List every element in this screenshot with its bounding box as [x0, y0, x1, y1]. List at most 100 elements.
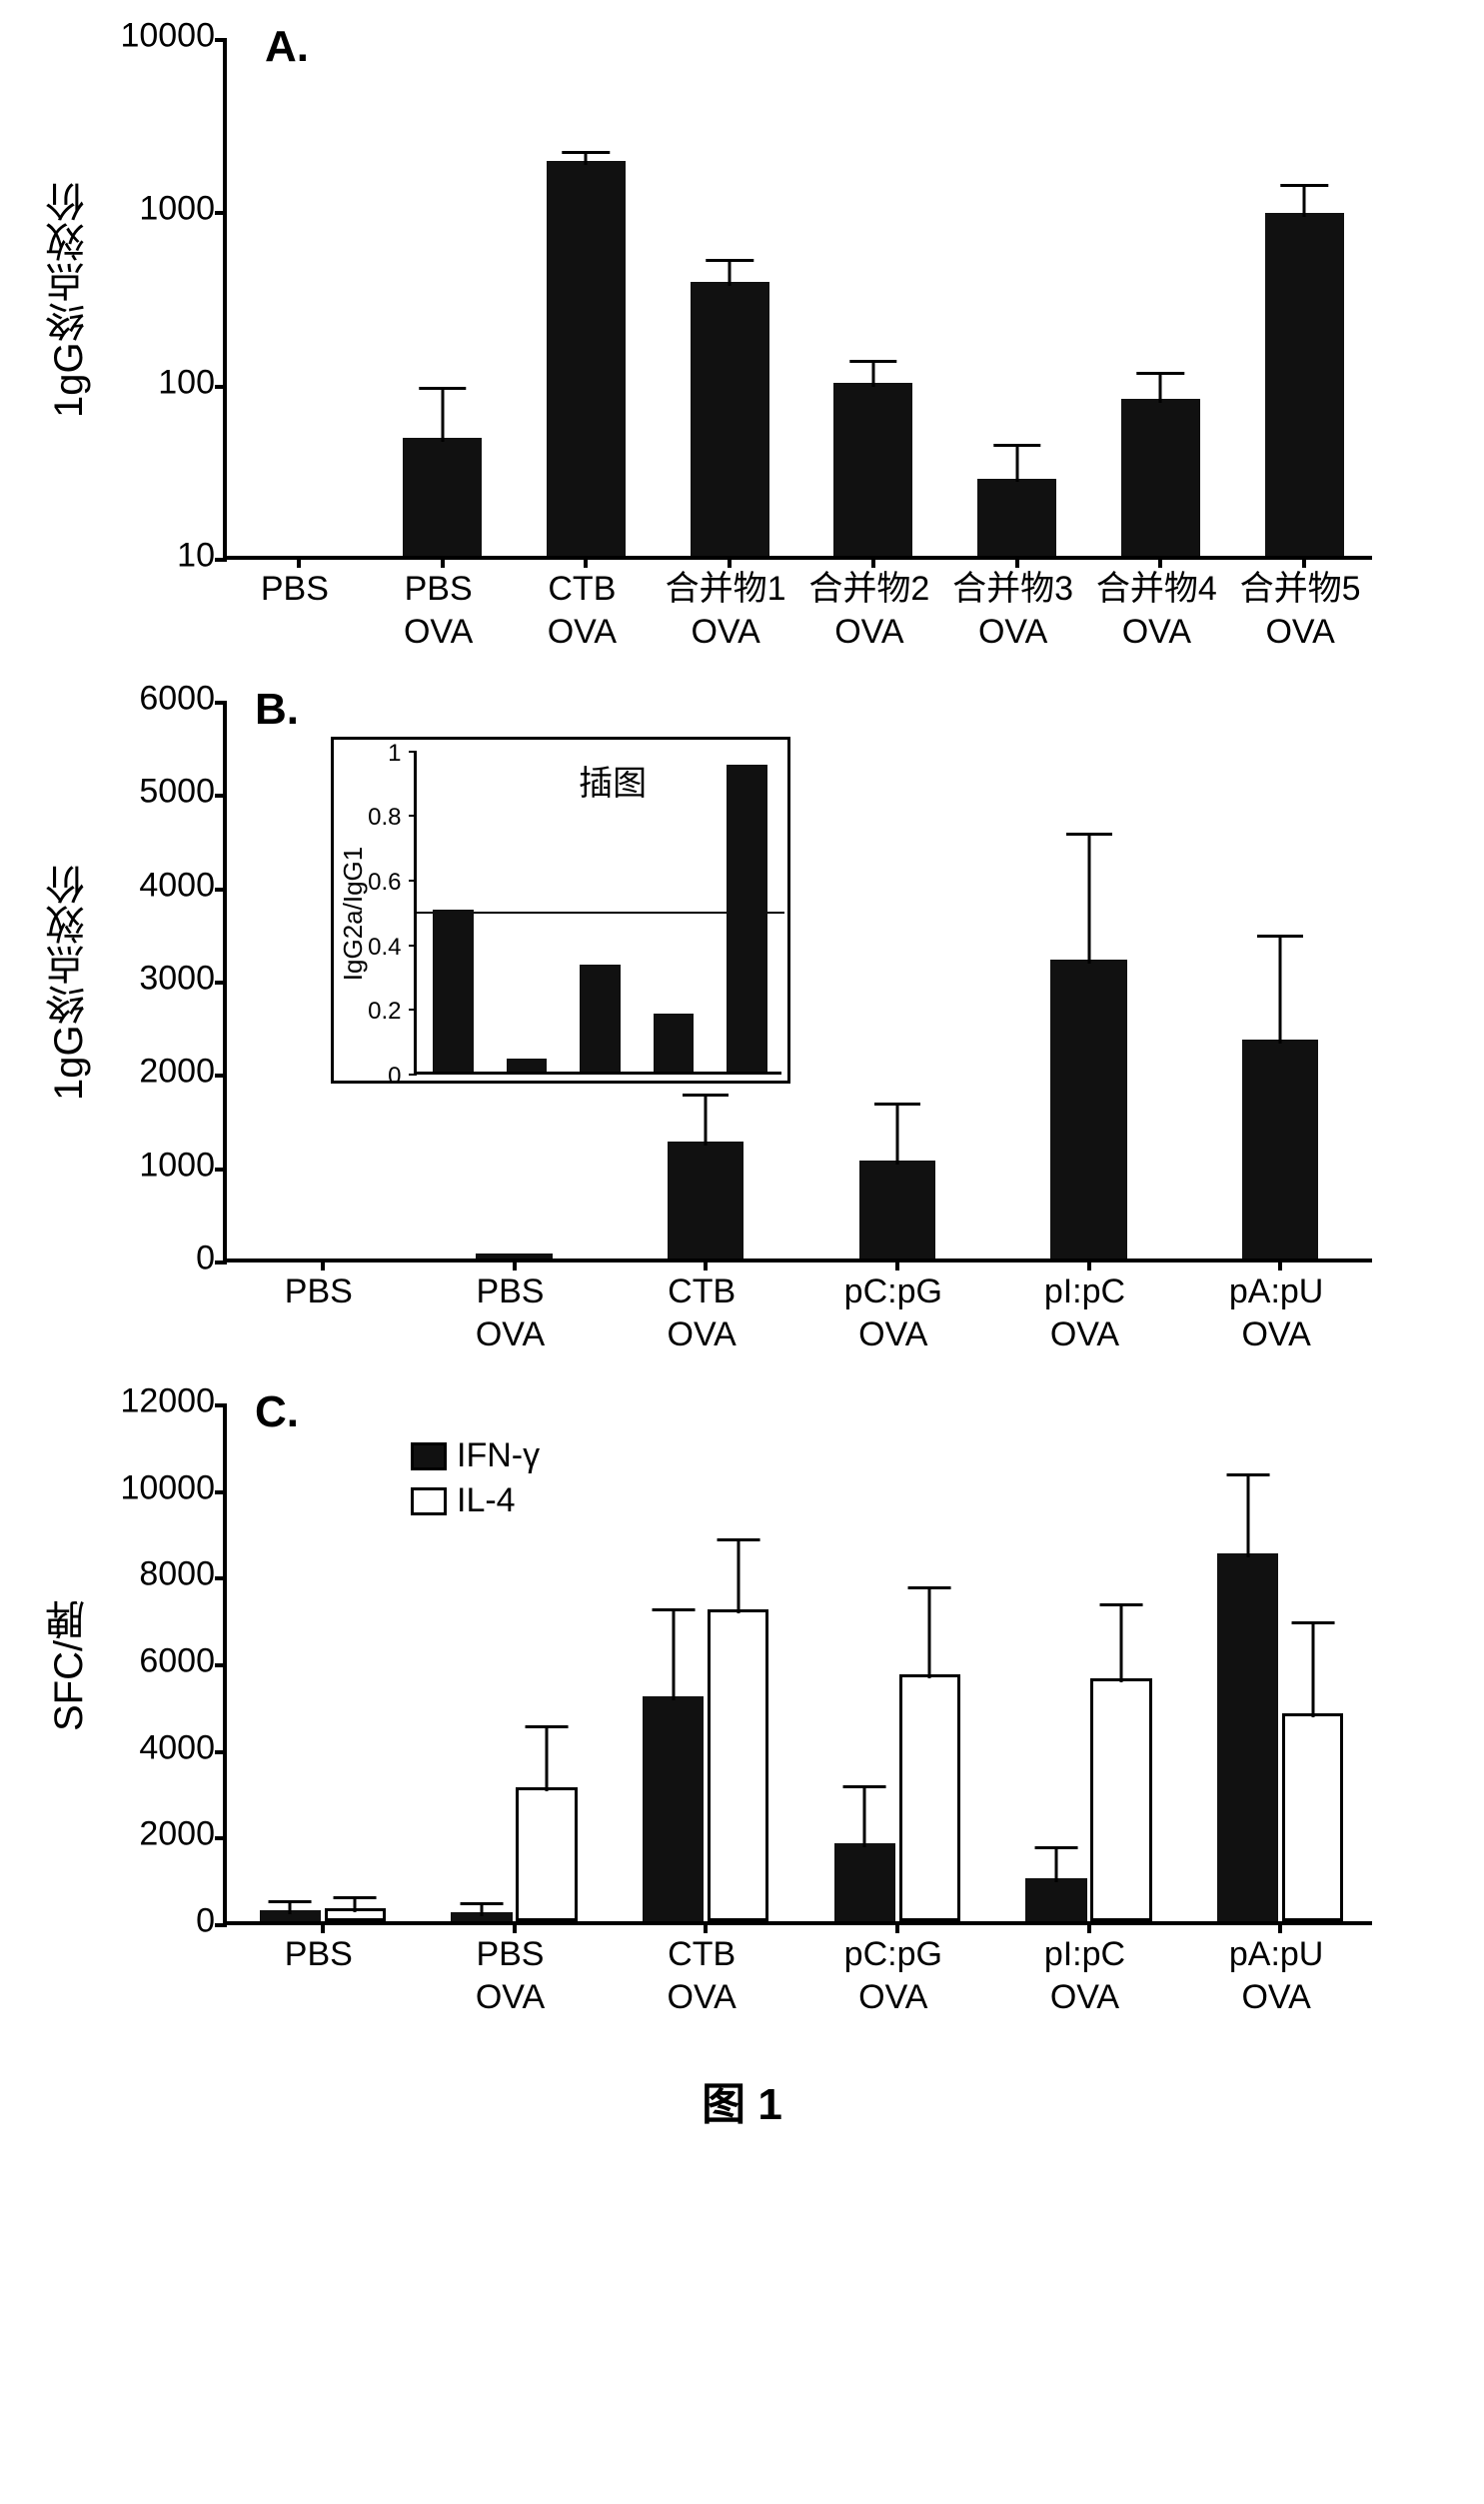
error-cap [717, 1538, 759, 1541]
panel-a-ytick-area [108, 40, 223, 560]
ytick-label: 1000 [139, 1146, 227, 1185]
inset-ytick-label: 0.2 [368, 998, 401, 1026]
ytick-label: 3000 [139, 960, 227, 999]
ytick-label: 0 [196, 1240, 227, 1278]
error-cap [1226, 1473, 1269, 1476]
inset-ytick-mark [409, 1009, 417, 1011]
xlabel: pI:pCOVA [989, 1262, 1181, 1355]
figure-caption: 图 1 [30, 2068, 1454, 2132]
error-cap [652, 1608, 695, 1611]
ytick-label: 10000 [120, 17, 227, 56]
bar [691, 282, 769, 556]
inset-ytick-mark [409, 880, 417, 882]
error-bar [1120, 1604, 1123, 1682]
xtick-mark [1087, 1921, 1091, 1933]
bar [977, 479, 1056, 557]
error-cap [706, 259, 752, 262]
error-cap [1137, 372, 1184, 375]
bar [859, 1161, 936, 1258]
error-cap [334, 1896, 377, 1899]
error-cap [526, 1725, 569, 1728]
ytick-label: 8000 [139, 1555, 227, 1594]
panel-b-xlabels: PBSPBSOVACTBOVApC:pGOVApI:pCOVApA:pUOVA [223, 1262, 1372, 1355]
inset-bar [654, 1014, 694, 1072]
xlabel: CTBOVA [606, 1262, 797, 1355]
xlabel: 合并物3OVA [941, 560, 1085, 653]
bar [833, 383, 912, 556]
xtick-mark [704, 1258, 708, 1270]
panel-b-chart: 1gG终点效价 010002000300040005000600000.20.4… [30, 703, 1454, 1262]
bar [834, 1843, 895, 1921]
ytick-label: 6000 [139, 1642, 227, 1681]
error-bar [546, 1726, 549, 1791]
error-bar [441, 388, 444, 442]
bar [1090, 1678, 1151, 1921]
error-bar [1159, 373, 1162, 404]
xtick-mark [1302, 556, 1306, 568]
error-bar [1246, 1474, 1249, 1556]
panel-c-legend: IFN-γ IL-4 [411, 1436, 540, 1526]
xlabel: PBS [223, 1262, 415, 1355]
error-bar [737, 1539, 740, 1613]
xtick-mark [321, 1921, 325, 1933]
inset-ytick-label: 0.8 [368, 804, 401, 832]
panel-c: C. SFC/脾 020004000600080001000012000IFN-… [30, 1405, 1454, 2018]
inset-title: 插图 [579, 756, 647, 805]
legend-swatch [411, 1442, 447, 1470]
legend-row: IL-4 [411, 1481, 540, 1520]
error-bar [1303, 185, 1306, 217]
error-bar [729, 260, 732, 286]
ytick-label: 1000 [139, 190, 227, 229]
xlabel: PBSOVA [415, 1262, 607, 1355]
xlabel: PBSOVA [367, 560, 511, 653]
inset-bar [433, 910, 473, 1072]
error-cap [1280, 184, 1327, 187]
xtick-mark [1278, 1921, 1282, 1933]
error-bar [354, 1897, 357, 1912]
ytick-label: 10000 [120, 1468, 227, 1507]
error-bar [928, 1587, 931, 1678]
bar [1265, 213, 1344, 556]
inset-ytick-label: 1 [388, 740, 401, 768]
panel-a-xlabels: PBSPBSOVACTBOVA合并物1OVA合并物2OVA合并物3OVA合并物4… [223, 560, 1372, 653]
inset-ytick-mark [409, 1074, 417, 1076]
error-cap [843, 1785, 886, 1788]
error-cap [1100, 1603, 1143, 1606]
ytick-label: 4000 [139, 1728, 227, 1767]
ytick-label: 10 [177, 537, 227, 576]
xlabel: 合并物5OVA [1228, 560, 1372, 653]
error-cap [419, 387, 466, 390]
error-bar [1311, 1622, 1314, 1717]
error-cap [1291, 1621, 1334, 1624]
panel-c-chart: SFC/脾 020004000600080001000012000IFN-γIL… [30, 1405, 1454, 1925]
bar [643, 1696, 704, 1921]
ytick-label: 0 [196, 1902, 227, 1941]
error-cap [563, 151, 610, 154]
bar [1282, 1713, 1343, 1921]
error-cap [1066, 833, 1112, 836]
error-cap [849, 360, 896, 363]
inset-ytick-label: 0.4 [368, 934, 401, 962]
xtick-mark [441, 556, 445, 568]
inset-bar [727, 765, 766, 1072]
xlabel: pC:pGOVA [797, 1262, 989, 1355]
error-bar [871, 361, 874, 386]
error-bar [672, 1609, 675, 1700]
xtick-mark [704, 1921, 708, 1933]
inset-ytick-mark [409, 751, 417, 753]
inset-bar [507, 1059, 547, 1072]
legend-row: IFN-γ [411, 1436, 540, 1475]
inset-bar [580, 965, 620, 1072]
error-bar [1087, 834, 1090, 965]
error-cap [908, 1586, 951, 1589]
bar [1050, 960, 1127, 1258]
xtick-mark [895, 1921, 899, 1933]
legend-label: IFN-γ [457, 1436, 540, 1475]
bar [1121, 399, 1200, 556]
error-bar [863, 1786, 866, 1847]
xlabel: 合并物1OVA [654, 560, 797, 653]
panel-c-ylabel: SFC/脾 [30, 1405, 108, 1925]
bar [516, 1787, 577, 1921]
xlabel: pA:pUOVA [1180, 1925, 1372, 2018]
inset-ytick-label: 0.6 [368, 869, 401, 897]
